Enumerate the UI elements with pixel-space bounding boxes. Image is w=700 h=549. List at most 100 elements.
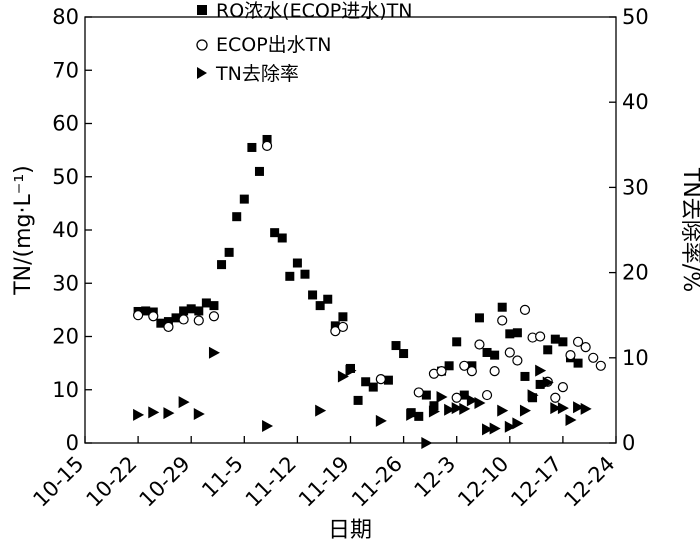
y-left-tick-label: 20 bbox=[52, 325, 79, 349]
tn-removal-point bbox=[163, 407, 175, 420]
effluent-tn-point bbox=[436, 366, 447, 377]
influent-tn-point bbox=[421, 390, 431, 400]
tn-removal-point bbox=[193, 408, 205, 421]
effluent-tn-point bbox=[375, 374, 386, 385]
effluent-tn-point bbox=[595, 360, 606, 371]
influent-tn-point bbox=[505, 329, 515, 339]
y-left-tick-label: 10 bbox=[52, 378, 79, 402]
effluent-tn-point bbox=[572, 336, 584, 347]
x-tick-label: 12-17 bbox=[506, 452, 566, 512]
influent-tn-point bbox=[270, 228, 280, 238]
tn-removal-point bbox=[466, 394, 478, 407]
legend: RO浓水(ECOP进水)TN ECOP出水TN TN去除率 bbox=[196, 0, 413, 85]
effluent-tn-point bbox=[497, 315, 508, 326]
effluent-tn-point bbox=[148, 311, 159, 322]
influent-tn-point bbox=[399, 349, 409, 359]
x-tick-label: 10-22 bbox=[82, 452, 142, 512]
effluent-tn-point bbox=[163, 321, 174, 333]
influent-tn-point bbox=[285, 271, 295, 281]
tn-removal-point bbox=[148, 406, 160, 419]
y-right-tick-label: 40 bbox=[622, 90, 649, 114]
x-tick-label: 10-15 bbox=[28, 452, 88, 512]
effluent-tn-point bbox=[588, 352, 599, 363]
influent-tn-point bbox=[459, 390, 469, 400]
tn-removal-point bbox=[178, 396, 190, 409]
influent-tn-point bbox=[535, 379, 545, 389]
influent-tn-point bbox=[232, 212, 242, 222]
effluent-tn-point bbox=[193, 315, 204, 326]
y-right-tick-label: 0 bbox=[622, 431, 635, 455]
tn-removal-point bbox=[519, 404, 531, 417]
influent-tn-point bbox=[179, 306, 189, 316]
effluent-tn-point bbox=[208, 311, 220, 322]
tn-removal-point bbox=[337, 370, 349, 383]
influent-tn-point bbox=[186, 304, 196, 314]
effluent-tn-point bbox=[550, 392, 561, 403]
tn-removal-point bbox=[573, 401, 585, 414]
influent-tn-point bbox=[474, 313, 484, 323]
tn-removal-point bbox=[208, 346, 220, 359]
tn-removal-point bbox=[489, 422, 501, 435]
effluent-tn-point bbox=[178, 314, 189, 325]
legend-label-effluent: ECOP出水TN bbox=[216, 34, 332, 56]
influent-tn-point bbox=[323, 294, 333, 304]
effluent-tn-point bbox=[535, 331, 546, 342]
tn-removal-point bbox=[315, 404, 327, 417]
legend-marker-triangle bbox=[197, 67, 207, 79]
influent-tn-point bbox=[171, 313, 181, 323]
influent-tn-point bbox=[452, 337, 462, 347]
y-right-tick-label: 10 bbox=[622, 346, 649, 370]
tn-removal-point bbox=[550, 402, 562, 415]
y-left-tick-label: 70 bbox=[52, 58, 79, 82]
y-axis-right-label: TN去除率/% bbox=[678, 167, 700, 292]
tn-removal-point bbox=[406, 408, 418, 421]
tn-removal-point bbox=[527, 389, 539, 402]
x-tick-label: 11-19 bbox=[294, 452, 354, 512]
influent-tn-point bbox=[292, 258, 302, 268]
influent-tn-point bbox=[247, 142, 257, 152]
influent-tn-point bbox=[497, 302, 507, 312]
y-right-tick-label: 50 bbox=[622, 5, 649, 29]
effluent-tn-point bbox=[557, 381, 569, 393]
influent-tn-point bbox=[368, 382, 378, 392]
influent-tn-point bbox=[163, 317, 173, 327]
effluent-tn-point bbox=[519, 304, 531, 315]
legend-label-removal: TN去除率 bbox=[215, 63, 299, 85]
influent-tn-point bbox=[361, 377, 371, 387]
tn-removal-point bbox=[557, 402, 569, 415]
y-left-tick-label: 50 bbox=[52, 165, 79, 189]
influent-tn-point bbox=[308, 290, 318, 300]
influent-tn-point bbox=[330, 321, 340, 331]
influent-tn-point bbox=[141, 306, 151, 316]
influent-tn-point bbox=[194, 306, 204, 316]
influent-tn-point bbox=[520, 371, 530, 381]
tn-removal-point bbox=[345, 364, 357, 377]
influent-tn-point bbox=[277, 233, 287, 243]
x-tick-label: 12-24 bbox=[559, 452, 619, 512]
effluent-tn-point bbox=[451, 392, 462, 403]
x-tick-label: 11-26 bbox=[347, 452, 407, 512]
influent-tn-point bbox=[558, 337, 568, 347]
effluent-tn-point bbox=[474, 339, 485, 350]
tn-removal-point bbox=[482, 423, 494, 436]
tn-removal-point bbox=[262, 419, 274, 432]
legend-marker-square bbox=[197, 5, 207, 15]
effluent-tn-point bbox=[481, 389, 493, 401]
influent-tn-point bbox=[353, 395, 363, 405]
influent-tn-point bbox=[543, 345, 553, 355]
tn-removal-point bbox=[133, 408, 145, 421]
influent-tn-point bbox=[254, 166, 264, 176]
influent-tn-point bbox=[209, 301, 219, 311]
marks-layer bbox=[133, 134, 606, 449]
tn-removal-point bbox=[459, 402, 471, 415]
plot-frame bbox=[84, 16, 617, 444]
effluent-tn-point bbox=[512, 355, 523, 366]
influent-tn-point bbox=[262, 134, 272, 144]
tn-removal-point bbox=[375, 414, 387, 427]
influent-tn-point bbox=[201, 298, 211, 308]
effluent-tn-point bbox=[489, 366, 500, 377]
influent-tn-point bbox=[490, 350, 500, 360]
legend-marker-circle bbox=[196, 39, 208, 51]
influent-tn-point bbox=[482, 347, 492, 357]
